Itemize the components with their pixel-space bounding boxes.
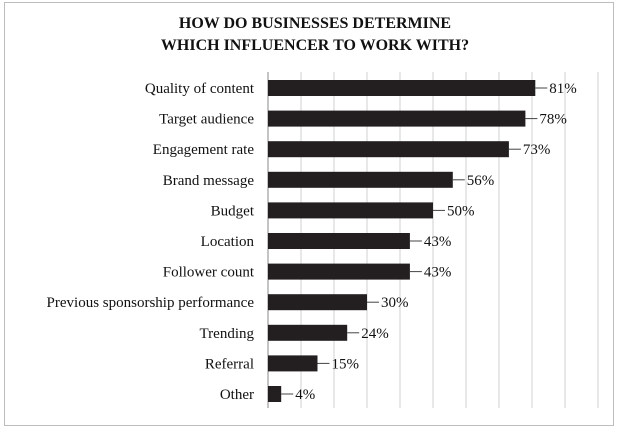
bars [268, 80, 536, 402]
value-label: 43% [424, 265, 452, 281]
category-label: Follower count [163, 265, 255, 281]
bar [268, 80, 536, 96]
value-label: 50% [447, 203, 475, 219]
category-label: Budget [211, 203, 255, 219]
chart-title-line-2: WHICH INFLUENCER TO WORK WITH? [161, 37, 469, 54]
value-label: 56% [467, 173, 495, 189]
bar [268, 141, 509, 158]
bar [268, 202, 433, 219]
bar [268, 294, 367, 311]
category-label: Quality of content [145, 81, 255, 97]
value-label: 15% [332, 356, 360, 372]
category-label: Location [201, 234, 255, 250]
category-labels: Quality of content Target audience Engagem… [47, 81, 255, 403]
bar [268, 355, 318, 372]
category-label: Brand message [163, 173, 255, 189]
bar [268, 171, 453, 188]
value-label: 81% [549, 81, 577, 97]
bar [268, 386, 282, 402]
value-label: 30% [381, 295, 409, 311]
category-label: Target audience [159, 112, 254, 128]
chart-title-line-1: HOW DO BUSINESSES DETERMINE [179, 15, 451, 32]
category-label: Other [220, 387, 254, 403]
category-label: Previous sponsorship performance [47, 295, 255, 311]
bar [268, 324, 348, 341]
bar [268, 233, 410, 249]
value-labels: 81% 78% 73% 56% 50% 43% 43% 30% 24%15% 4% [281, 81, 577, 403]
bar [268, 110, 526, 127]
category-label: Trending [200, 326, 255, 342]
value-label: 78% [539, 112, 567, 128]
category-label: Engagement rate [153, 142, 255, 158]
gridlines [267, 72, 599, 408]
value-label: 4% [295, 387, 315, 403]
category-label: Referral [205, 356, 254, 372]
value-label: 43% [424, 234, 452, 250]
value-label: 24% [361, 326, 389, 342]
bar [268, 263, 410, 280]
value-label: 73% [523, 142, 551, 158]
